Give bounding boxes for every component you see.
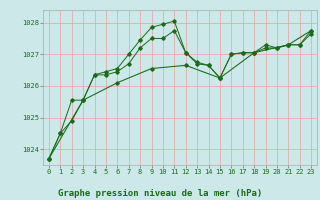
Text: Graphe pression niveau de la mer (hPa): Graphe pression niveau de la mer (hPa) bbox=[58, 189, 262, 198]
